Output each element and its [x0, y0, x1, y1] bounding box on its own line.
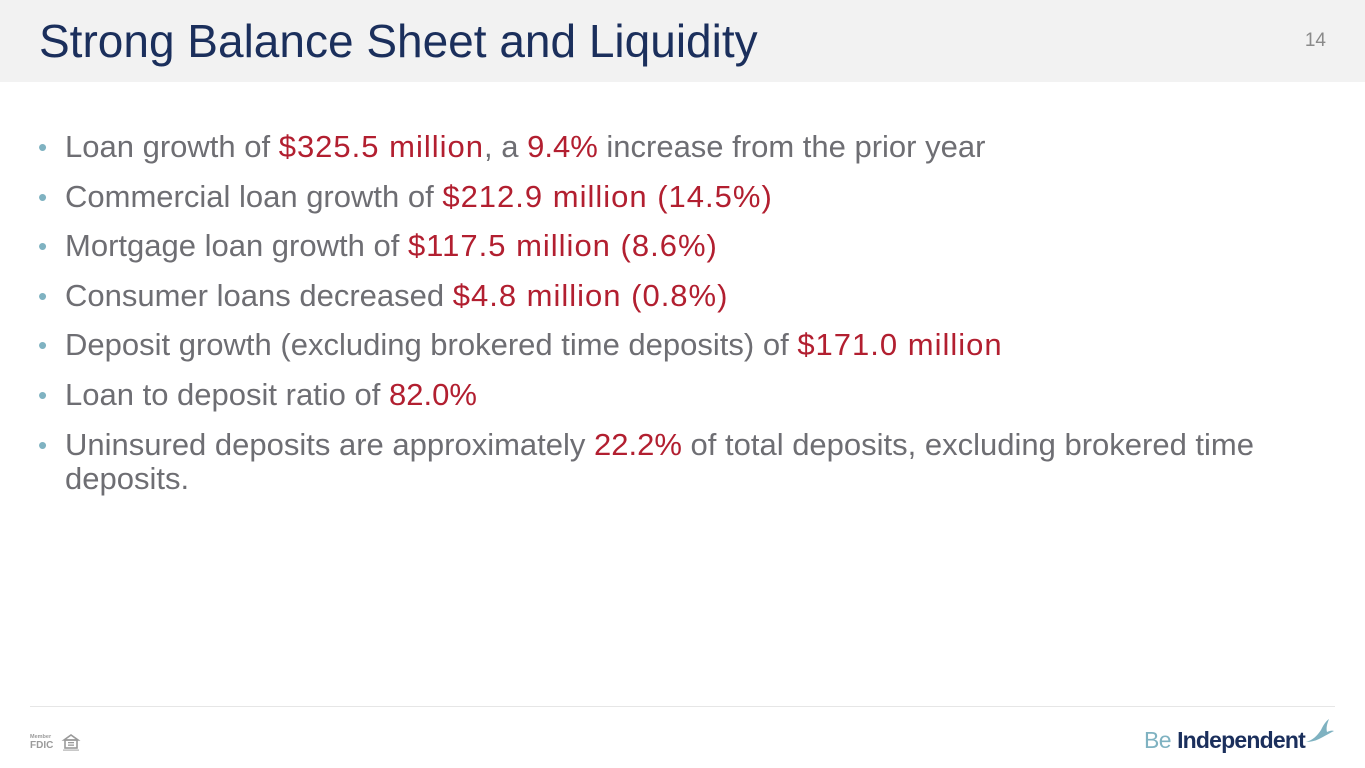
bullet-item-deposit-growth: • Deposit growth (excluding brokered time… — [38, 328, 1333, 362]
bullet-text: Consumer loans decreased — [65, 277, 453, 313]
fdic-member-text: Member — [30, 734, 52, 740]
bird-icon — [1306, 719, 1334, 742]
bullet-item-uninsured-deposits: • Uninsured deposits are approximately 22… — [38, 426, 1333, 496]
bullet-dot-icon: • — [38, 181, 48, 212]
bullet-dot-icon: • — [38, 231, 48, 262]
bullet-text: Commercial loan growth of — [65, 178, 443, 214]
bullet-text: of total deposits, excluding brokered ti… — [65, 426, 1254, 496]
slide-header: Strong Balance Sheet and Liquidity 14 — [0, 0, 1365, 82]
bullet-dot-icon: • — [38, 330, 48, 361]
bullet-text: Mortgage loan growth of — [65, 228, 408, 264]
bullet-highlight: $325.5 million — [278, 129, 484, 164]
brand-independent-text: Independent — [1177, 727, 1306, 753]
page-number: 14 — [1304, 30, 1326, 51]
bullet-highlight: 22.2% — [594, 426, 682, 462]
bullet-dot-icon: • — [38, 132, 48, 162]
bullet-dot-icon: • — [38, 280, 48, 311]
bullet-highlight: $4.8 million (0.8%) — [452, 277, 729, 313]
brand-be-text: Be — [1143, 727, 1172, 753]
bullet-text: Loan growth of — [65, 129, 279, 164]
bullet-text: increase from the prior year — [597, 129, 986, 164]
bullet-text: Loan to deposit ratio of — [65, 376, 390, 412]
bullet-dot-icon: • — [38, 379, 48, 410]
bullet-highlight: 9.4% — [527, 129, 598, 164]
bullet-highlight: $171.0 million — [797, 327, 1003, 363]
bullet-item-consumer-loans: • Consumer loans decreased $4.8 million (… — [38, 277, 1333, 313]
bullet-highlight: 82.0% — [389, 376, 477, 412]
bullet-item-loan-growth: • Loan growth of $325.5 million, a 9.4% i… — [38, 130, 1333, 164]
brand-logo: Be Independent — [1143, 719, 1335, 756]
bullet-text: Uninsured deposits are approximately — [65, 426, 594, 462]
bullet-text: Deposit growth (excluding brokered time … — [65, 327, 798, 363]
bullet-highlight: $212.9 million (14.5%) — [442, 178, 773, 214]
fdic-text: FDIC — [30, 740, 53, 751]
bullet-dot-icon: • — [38, 429, 48, 460]
slide-title: Strong Balance Sheet and Liquidity — [39, 15, 758, 67]
bullet-highlight: $117.5 million (8.6%) — [407, 228, 718, 264]
bullet-text: , a — [484, 129, 528, 164]
bullet-list: • Loan growth of $325.5 million, a 9.4% i… — [38, 130, 1333, 511]
footer-divider — [30, 706, 1335, 707]
equal-housing-lender-icon — [61, 734, 81, 751]
bullet-item-loan-to-deposit-ratio: • Loan to deposit ratio of 82.0% — [38, 376, 1333, 412]
fdic-logo-icon: Member FDIC — [30, 734, 81, 751]
bullet-item-commercial-loan-growth: • Commercial loan growth of $212.9 millio… — [38, 178, 1333, 214]
bullet-item-mortgage-loan-growth: • Mortgage loan growth of $117.5 million … — [38, 229, 1333, 263]
